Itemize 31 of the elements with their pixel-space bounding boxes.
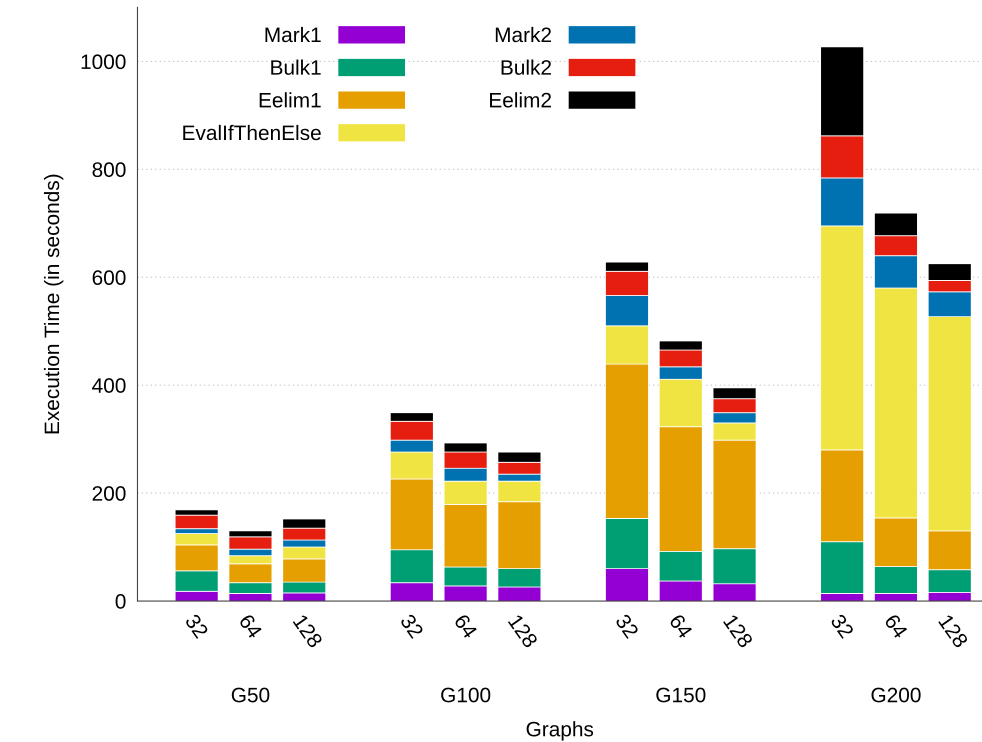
y-tick-label: 0 (116, 594, 126, 609)
x-tick-label: 128 (508, 614, 538, 649)
legend-label: Bulk1 (271, 60, 321, 75)
text: G150 (656, 688, 706, 702)
text: G50 (232, 688, 270, 702)
legend-label: Eelim2 (490, 92, 551, 108)
x-tick-label: 32 (400, 613, 424, 640)
x-tick-label: 64 (668, 613, 694, 640)
legend-label: EvalIfThenElse (183, 124, 321, 140)
text: G200 (872, 688, 921, 702)
x-tick-label: 64 (238, 613, 263, 640)
y-tick-label: 800 (92, 162, 126, 178)
x-tick-label: 64 (884, 613, 908, 640)
x-axis-title: Graphs (526, 721, 594, 741)
legend-label: Mark2 (496, 26, 551, 42)
y-tick-label: 400 (92, 378, 126, 393)
legend-label: Eelim1 (260, 92, 321, 108)
x-tick-label: 32 (830, 613, 854, 640)
x-tick-label: 32 (614, 613, 640, 640)
legend-label: Mark1 (266, 26, 321, 42)
y-tick-label: 600 (92, 270, 126, 285)
text: G100 (441, 688, 490, 702)
legend-label: Bulk2 (502, 60, 551, 75)
y-tick-label: 200 (92, 486, 126, 501)
x-tick-label: 32 (184, 613, 209, 640)
y-axis-title: Execution Time (in seconds) (44, 174, 64, 434)
x-tick-label: 128 (292, 614, 324, 649)
x-tick-label: 128 (722, 614, 754, 649)
x-tick-label: 64 (454, 613, 478, 640)
y-tick-label: 1000 (82, 54, 126, 70)
x-tick-label: 128 (938, 614, 969, 649)
